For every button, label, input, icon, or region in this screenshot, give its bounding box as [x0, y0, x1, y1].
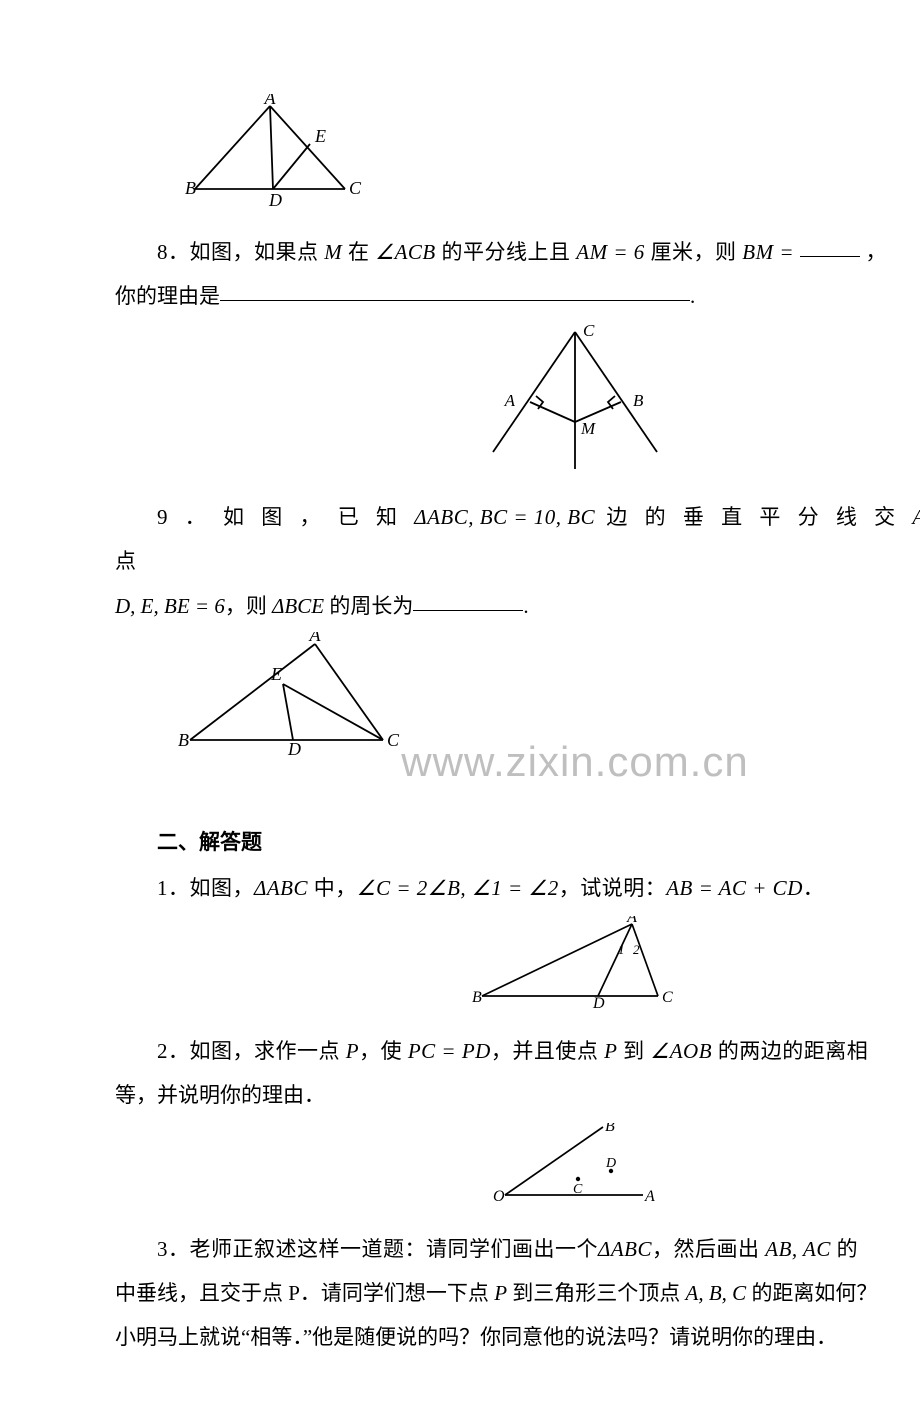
label-D: D — [268, 190, 282, 209]
label-A: A — [504, 391, 516, 410]
p3-line2a: 中垂线，且交于点 P．请同学们想一下点 — [115, 1281, 494, 1305]
blank-bm — [800, 235, 860, 257]
problem-3-line2: 中垂线，且交于点 P．请同学们想一下点 P 到三角形三个顶点 A, B, C 的… — [115, 1271, 920, 1315]
blank-perimeter — [413, 589, 523, 611]
fig-p1: A B C D 1 2 — [115, 916, 920, 1023]
p1-eq1: ∠C = 2∠B, ∠1 = ∠2 — [357, 876, 559, 900]
problem-2-line2: 等，并说明你的理由． — [115, 1073, 920, 1117]
p3-line1a: 3．老师正叙述这样一道题：请同学们画出一个 — [157, 1237, 598, 1261]
label-D: D — [287, 739, 301, 757]
p2-mid3: 到 — [617, 1039, 650, 1063]
p1-prefix: 1．如图， — [157, 876, 254, 900]
p2-eq: PC = PD — [408, 1039, 491, 1063]
p2-mid2: ，并且使点 — [491, 1039, 604, 1063]
p2-P2: P — [604, 1039, 617, 1063]
label-D: D — [605, 1156, 616, 1171]
label-2: 2 — [633, 942, 640, 957]
p2-mid1: ，使 — [359, 1039, 408, 1063]
q9-expr3: ΔBCE — [272, 594, 324, 618]
fig-q9: A B C D E — [175, 632, 920, 772]
p2-ang: ∠AOB — [650, 1039, 712, 1063]
q8-mid1: 在 — [342, 240, 375, 264]
q8-line2b: . — [690, 284, 695, 308]
label-C: C — [573, 1182, 583, 1197]
q8-mid2: 的平分线上且 — [436, 240, 577, 264]
q8-line2a: 你的理由是 — [115, 284, 220, 308]
p3-line2b: 到三角形三个顶点 — [507, 1281, 686, 1305]
p3-line1b: ，然后画出 — [652, 1237, 765, 1261]
p3-pts: A, B, C — [686, 1281, 747, 1305]
label-B: B — [605, 1123, 615, 1135]
section-2-title: 二、解答题 — [115, 820, 920, 864]
label-A: A — [264, 94, 277, 108]
problem-2: 2．如图，求作一点 P，使 PC = PD，并且使点 P 到 ∠AOB 的两边的… — [115, 1029, 920, 1073]
q8-tail: ， — [860, 240, 887, 264]
p2-prefix: 2．如图，求作一点 — [157, 1039, 346, 1063]
label-C: C — [583, 324, 595, 340]
p3-line1c: 的 — [831, 1237, 858, 1261]
problem-3-line3: 小明马上就说“相等．”他是随便说的吗？你同意他的说法吗？请说明你的理由． — [115, 1315, 920, 1359]
label-D: D — [592, 995, 605, 1008]
q9-line2c: 的周长为 — [324, 594, 413, 618]
label-A: A — [644, 1188, 655, 1205]
fig-q7: A B C D E — [175, 94, 920, 224]
p1-tail: ． — [803, 876, 825, 900]
problem-1: 1．如图，ΔABC 中，∠C = 2∠B, ∠1 = ∠2，试说明：AB = A… — [115, 866, 920, 910]
q9-line2b: ，则 — [225, 594, 272, 618]
label-A: A — [309, 632, 322, 645]
label-C: C — [387, 730, 400, 750]
p2-tail: 的两边的距离相 — [712, 1039, 868, 1063]
question-8: 8．如图，如果点 M 在 ∠ACB 的平分线上且 AM = 6 厘米，则 BM … — [115, 230, 920, 274]
p1-mid2: ，试说明： — [559, 876, 667, 900]
q8-ask: BM = — [742, 240, 794, 264]
label-C: C — [349, 178, 362, 198]
q9-mid1: 边 的 垂 直 平 分 线 交 — [595, 505, 912, 529]
question-9-line2: D, E, BE = 6，则 ΔBCE 的周长为. — [115, 584, 920, 628]
q8-unit: 厘米，则 — [645, 240, 743, 264]
label-B: B — [472, 989, 482, 1006]
label-C: C — [662, 989, 673, 1006]
fig-q8: C A B M — [115, 324, 920, 489]
q9-line2a: D, E, BE = 6 — [115, 594, 225, 618]
label-B: B — [178, 730, 189, 750]
q8-angle: ∠ACB — [375, 240, 436, 264]
label-M: M — [580, 419, 596, 438]
q8-prefix: 8．如图，如果点 — [157, 240, 324, 264]
p1-tri: ΔABC — [254, 876, 308, 900]
label-O: O — [493, 1188, 505, 1205]
q8-M: M — [324, 240, 342, 264]
question-9: 9 ． 如 图 ， 已 知 ΔABC, BC = 10, BC 边 的 垂 直 … — [115, 495, 920, 583]
label-1: 1 — [618, 942, 625, 957]
p3-line2c: 的距离如何？ — [746, 1281, 877, 1305]
blank-reason — [220, 279, 690, 301]
q9-prefix: 9 ． 如 图 ， 已 知 — [157, 505, 414, 529]
problem-3-line1: 3．老师正叙述这样一道题：请同学们画出一个ΔABC，然后画出 AB, AC 的 — [115, 1227, 920, 1271]
q9-line2d: . — [523, 594, 528, 618]
q9-expr2: AB, BC — [912, 505, 920, 529]
q8-eq: AM = 6 — [576, 240, 645, 264]
label-B: B — [633, 391, 644, 410]
q9-expr1: ΔABC, BC = 10, BC — [414, 505, 595, 529]
label-E: E — [314, 126, 326, 146]
label-E: E — [270, 664, 282, 684]
p2-P: P — [346, 1039, 359, 1063]
question-8-line2: 你的理由是. — [115, 274, 920, 318]
fig-p2: O A B C D — [115, 1123, 920, 1220]
label-A: A — [626, 916, 637, 926]
p1-eq2: AB = AC + CD — [666, 876, 803, 900]
p3-seg: AB, AC — [765, 1237, 831, 1261]
p3-tri: ΔABC — [598, 1237, 652, 1261]
p1-mid1: 中， — [308, 876, 357, 900]
label-B: B — [185, 178, 196, 198]
p3-P: P — [494, 1281, 507, 1305]
